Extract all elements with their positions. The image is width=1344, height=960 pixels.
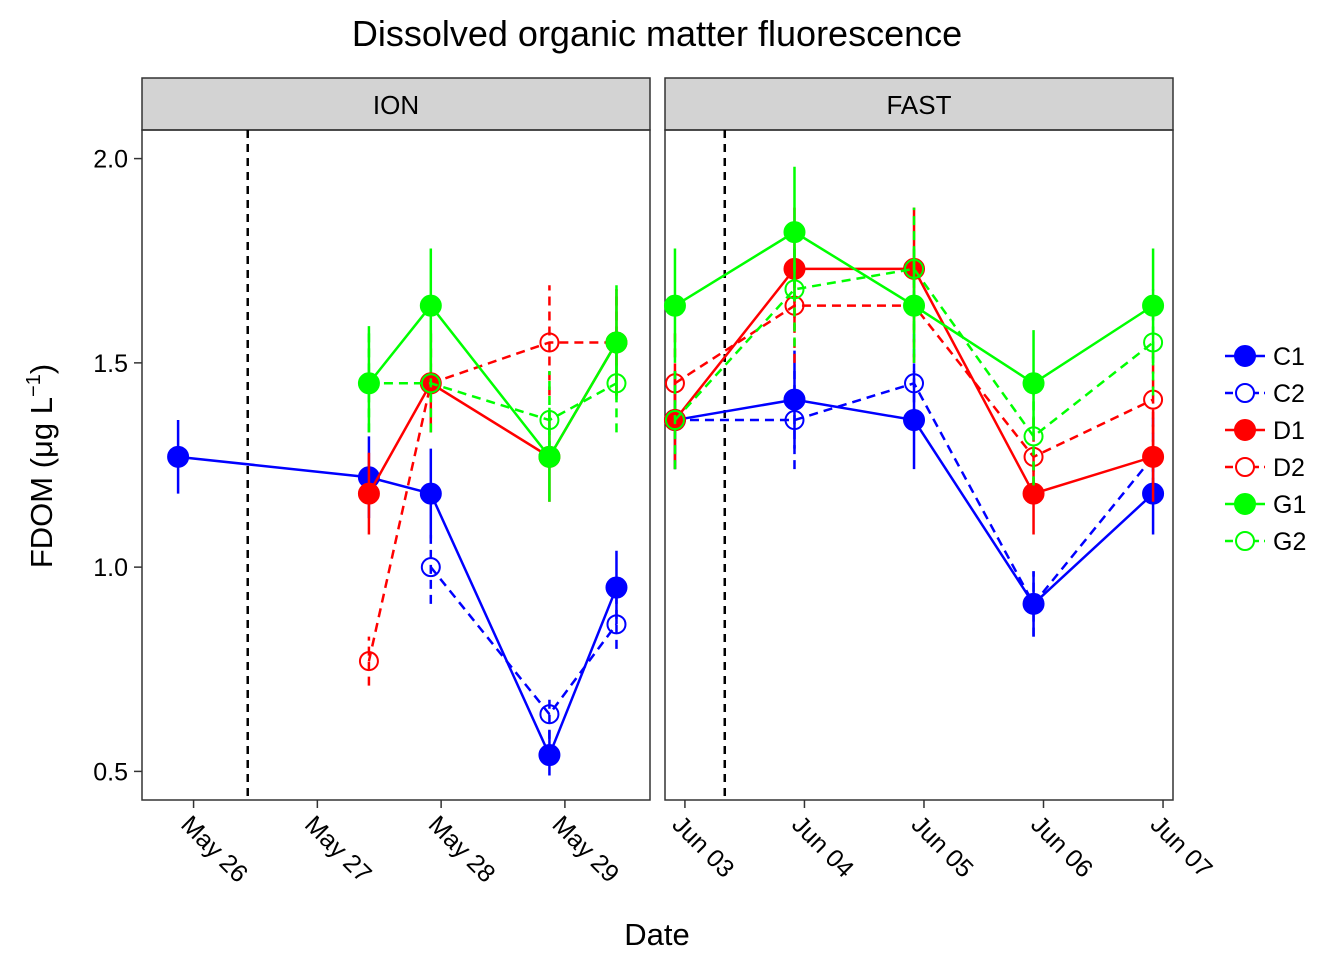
legend-label: D1 xyxy=(1273,417,1305,445)
data-point xyxy=(783,221,806,244)
data-point xyxy=(1142,445,1165,468)
data-point xyxy=(167,445,190,468)
panel-strip xyxy=(664,77,1174,131)
data-point xyxy=(606,373,627,394)
y-tick-label: 0.5 xyxy=(93,758,128,786)
panels: ION May 26 May 27 May 28 May 29 FAST Jun 03 Jun… xyxy=(141,77,1218,888)
legend-item-c2: C2 xyxy=(1225,380,1305,408)
legend-key-marker xyxy=(1235,457,1255,477)
legend-key-marker xyxy=(1234,345,1256,367)
legend-label: G2 xyxy=(1273,528,1306,556)
x-tick-label: May 29 xyxy=(547,810,625,888)
panel-ion: ION May 26 May 27 May 28 May 29 xyxy=(141,77,651,888)
series-line xyxy=(429,566,618,717)
x-tick-label: May 26 xyxy=(175,810,253,888)
y-title-close: ) xyxy=(24,364,59,374)
y-axis-title: FDOM (μg L−1) xyxy=(23,364,59,568)
data-point xyxy=(420,557,441,578)
legend-label: C2 xyxy=(1273,380,1305,408)
legend-item-g1: G1 xyxy=(1225,491,1306,519)
legend-key-marker xyxy=(1234,493,1256,515)
y-title-unit: μg L xyxy=(24,397,59,458)
legend-label: D2 xyxy=(1273,454,1305,482)
data-point xyxy=(904,258,925,279)
y-tick-label: 1.5 xyxy=(93,350,128,378)
data-point xyxy=(358,651,379,672)
series-g2-fast xyxy=(664,207,1164,486)
y-title-main: FDOM ( xyxy=(24,457,59,568)
data-point xyxy=(1023,593,1044,614)
data-point xyxy=(419,482,442,505)
chart-title: Dissolved organic matter fluorescence xyxy=(352,13,962,54)
legend-key-marker xyxy=(1235,383,1255,403)
legend-item-d1: D1 xyxy=(1225,417,1305,445)
data-point xyxy=(357,482,380,505)
y-title-superscript: −1 xyxy=(23,374,45,397)
series-line xyxy=(367,341,617,662)
series-c1-ion xyxy=(167,420,628,776)
panel-strip-label: FAST xyxy=(886,90,951,120)
data-point xyxy=(1143,332,1164,353)
legend-item-g2: G2 xyxy=(1225,528,1306,556)
x-tick-label: Jun 04 xyxy=(786,810,859,883)
series-g1-ion xyxy=(357,248,628,502)
series-c2-ion xyxy=(420,530,627,739)
y-axis: 0.5 1.0 1.5 2.0 xyxy=(93,146,142,786)
data-point xyxy=(420,373,441,394)
panel-strip-label: ION xyxy=(373,90,419,120)
y-tick-label: 1.0 xyxy=(93,554,128,582)
data-point xyxy=(663,294,686,317)
x-tick-label: Jun 06 xyxy=(1025,810,1098,883)
data-point xyxy=(539,704,560,725)
y-tick-label: 2.0 xyxy=(93,146,128,174)
panel-border xyxy=(664,129,1174,801)
x-tick-label: Jun 07 xyxy=(1145,810,1218,883)
legend-item-c1: C1 xyxy=(1225,343,1305,371)
data-point xyxy=(784,279,805,300)
x-axis-title: Date xyxy=(624,917,689,952)
series-line xyxy=(177,455,618,759)
x-tick-label: May 27 xyxy=(299,810,377,888)
series-line xyxy=(367,303,618,460)
data-point xyxy=(904,373,925,394)
legend-key-marker xyxy=(1234,419,1256,441)
data-point xyxy=(539,410,560,431)
x-tick-label: Jun 05 xyxy=(906,810,979,883)
panel-fast: FAST Jun 03 Jun 04 Jun 05 Jun 06 Jun 07 xyxy=(663,77,1218,883)
series-g2-ion xyxy=(358,330,627,465)
legend-label: C1 xyxy=(1273,343,1305,371)
legend-item-d2: D2 xyxy=(1225,454,1305,482)
series-d1-ion xyxy=(357,289,628,535)
data-point xyxy=(605,576,628,599)
legend-key-marker xyxy=(1235,531,1255,551)
data-point xyxy=(664,410,685,431)
x-tick-label: Jun 03 xyxy=(667,810,740,883)
data-point xyxy=(784,410,805,431)
legend-label: G1 xyxy=(1273,491,1306,519)
data-point xyxy=(539,332,560,353)
panel-border xyxy=(141,129,651,801)
series-line xyxy=(368,382,618,422)
data-point xyxy=(606,614,627,635)
legend: C1 C2 D1 D2 G1 G2 xyxy=(1225,343,1306,556)
series-line xyxy=(367,341,618,495)
data-point xyxy=(1023,426,1044,447)
data-point xyxy=(419,294,442,317)
data-point xyxy=(358,373,379,394)
data-point xyxy=(538,744,561,767)
panel-strip xyxy=(141,77,651,131)
x-tick-label: May 28 xyxy=(423,810,501,888)
